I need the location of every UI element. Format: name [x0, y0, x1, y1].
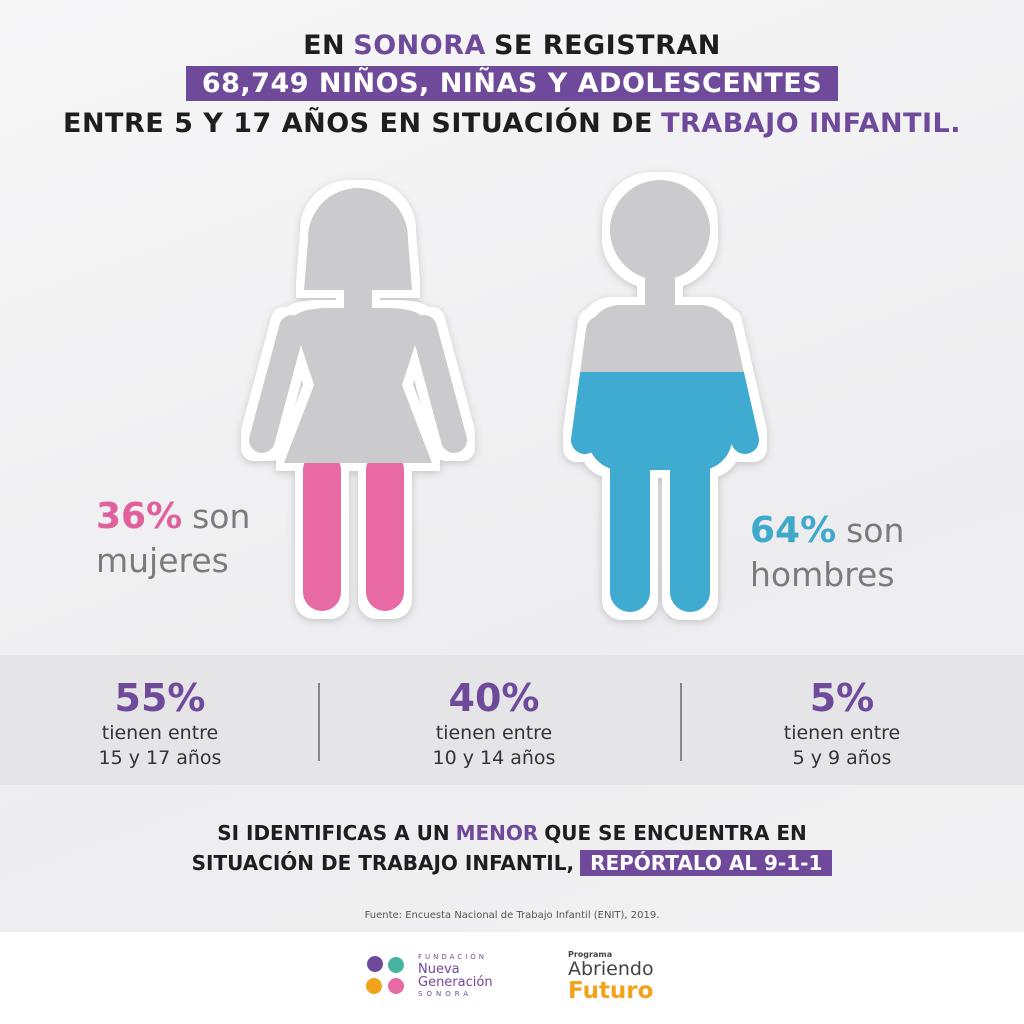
text: mujeres — [96, 541, 229, 580]
divider — [680, 683, 682, 761]
text: SONORA — [418, 990, 473, 998]
boy-stat: 64% son hombres — [750, 512, 904, 600]
divider — [318, 683, 320, 761]
percent: 40% — [448, 676, 540, 720]
text: Futuro — [568, 978, 654, 1004]
text: son — [192, 497, 251, 536]
text: Programa — [568, 950, 613, 959]
text: QUE SE ENCUENTRA EN — [544, 821, 807, 845]
text: FUNDACIÓN — [418, 953, 488, 961]
text: SI IDENTIFICAS A UN — [217, 821, 450, 845]
source: Fuente: Encuesta Nacional de Trabajo Inf… — [364, 910, 660, 921]
foundation-logo: FUNDACIÓN Nueva Generación SONORA — [418, 952, 493, 1000]
header-line-2: 68,749 NIÑOS, NIÑAS Y ADOLESCENTES — [0, 66, 1024, 101]
girl-stat: 36% son mujeres — [96, 498, 250, 586]
highlight: REPÓRTALO AL 9-1-1 — [580, 850, 833, 876]
highlight: 68,749 NIÑOS, NIÑAS Y ADOLESCENTES — [185, 66, 839, 101]
age-group: 40% tienen entre 10 y 14 años — [364, 675, 624, 771]
percent: 36% — [96, 496, 183, 537]
age-group: 55% tienen entre 15 y 17 años — [30, 675, 290, 771]
highlight: TRABAJO INFANTIL. — [661, 108, 961, 139]
text: son — [846, 511, 905, 550]
text: Generación — [418, 975, 493, 990]
header-line-3: ENTRE 5 Y 17 AÑOS EN SITUACIÓN DE TRABAJO… — [0, 108, 1024, 139]
text: ENTRE 5 Y 17 AÑOS EN SITUACIÓN DE — [63, 108, 653, 139]
age-band — [0, 655, 1024, 785]
text: 10 y 14 años — [432, 747, 556, 769]
boy-figure — [585, 180, 745, 592]
percent: 64% — [750, 510, 837, 551]
text: tienen entre — [101, 722, 219, 744]
percent: 5% — [809, 676, 875, 720]
age-group: 5% tienen entre 5 y 9 años — [712, 675, 972, 771]
program-logo: Programa Abriendo Futuro — [568, 950, 654, 1003]
text: Abriendo — [568, 958, 654, 980]
text: Nueva — [418, 962, 460, 977]
girl-figure — [262, 188, 454, 592]
header-line-1: EN SONORA SE REGISTRAN — [0, 30, 1024, 61]
text: tienen entre — [435, 722, 553, 744]
text: 5 y 9 años — [792, 747, 892, 769]
text: 15 y 17 años — [98, 747, 222, 769]
highlight: MENOR — [455, 821, 539, 845]
percent: 55% — [114, 676, 206, 720]
foundation-logo-icon — [366, 956, 404, 994]
text: SITUACIÓN DE TRABAJO INFANTIL, — [191, 851, 575, 875]
call-line-1: SI IDENTIFICAS A UN MENOR QUE SE ENCUENTRA… — [0, 818, 1024, 848]
footer-band — [0, 932, 1024, 1024]
highlight: SONORA — [353, 30, 486, 61]
text: EN — [303, 30, 346, 61]
call-line-2: SITUACIÓN DE TRABAJO INFANTIL, REPÓRTALO … — [0, 848, 1024, 878]
text: hombres — [750, 555, 895, 594]
text: tienen entre — [783, 722, 901, 744]
text: SE REGISTRAN — [493, 30, 721, 61]
